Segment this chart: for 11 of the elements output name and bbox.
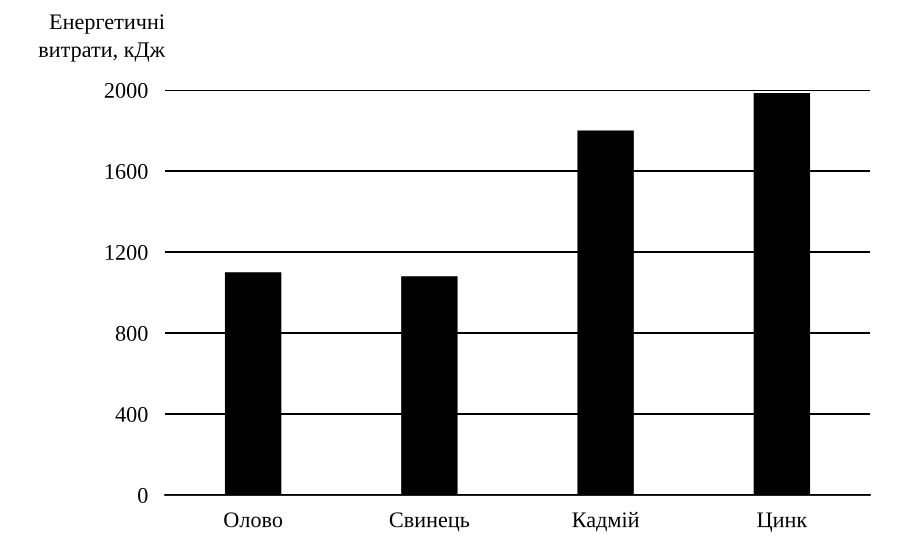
x-tick-label: Олово bbox=[224, 512, 282, 528]
y-tick-label: 800 bbox=[116, 326, 148, 341]
y-tick-label: 2000 bbox=[104, 82, 148, 98]
x-tick-label: Свинець bbox=[390, 512, 470, 532]
y-tick-label: 400 bbox=[115, 406, 148, 422]
y-tick-label: 0 bbox=[138, 488, 148, 503]
x-tick-label: Кадмій bbox=[572, 512, 640, 532]
y-tick-label: 1600 bbox=[106, 164, 148, 179]
x-tick-label: Цинк bbox=[757, 512, 808, 532]
y-tick-label: 1200 bbox=[106, 244, 148, 260]
y-axis-title: Енергетичні витрати, кДж bbox=[38, 14, 166, 62]
